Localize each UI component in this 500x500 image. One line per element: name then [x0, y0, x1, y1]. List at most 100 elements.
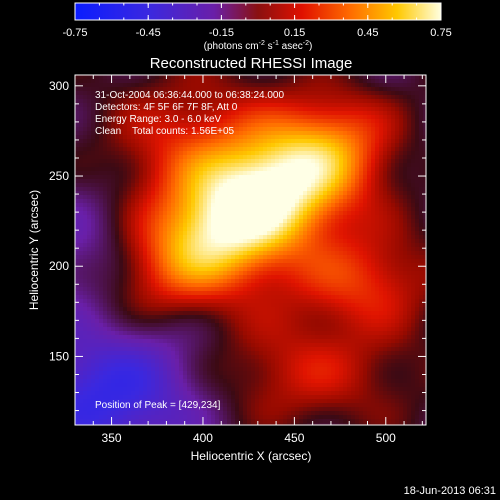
heatmap-cell	[299, 91, 304, 96]
heatmap-cell	[275, 103, 280, 108]
heatmap-cell	[283, 107, 288, 112]
heatmap-cell	[119, 323, 124, 328]
heatmap-cell	[283, 95, 288, 100]
heatmap-cell	[167, 195, 172, 200]
heatmap-cell	[115, 187, 120, 192]
heatmap-cell	[275, 299, 280, 304]
heatmap-cell	[243, 387, 248, 392]
heatmap-cell	[179, 171, 184, 176]
heatmap-cell	[295, 235, 300, 240]
heatmap-cell	[159, 107, 164, 112]
heatmap-cell	[107, 411, 112, 416]
heatmap-cell	[259, 371, 264, 376]
heatmap-cell	[119, 207, 124, 212]
heatmap-cell	[219, 199, 224, 204]
heatmap-cell	[95, 315, 100, 320]
heatmap-cell	[259, 287, 264, 292]
heatmap-cell	[235, 235, 240, 240]
heatmap-cell	[155, 175, 160, 180]
heatmap-cell	[143, 155, 148, 160]
heatmap-cell	[287, 283, 292, 288]
heatmap-cell	[115, 79, 120, 84]
heatmap-cell	[191, 307, 196, 312]
heatmap-cell	[247, 247, 252, 252]
heatmap-cell	[95, 335, 100, 340]
heatmap-cell	[83, 235, 88, 240]
heatmap-cell	[287, 363, 292, 368]
heatmap-cell	[99, 87, 104, 92]
heatmap-cell	[275, 79, 280, 84]
heatmap-cell	[171, 167, 176, 172]
heatmap-cell	[231, 275, 236, 280]
heatmap-cell	[207, 263, 212, 268]
heatmap-cell	[271, 191, 276, 196]
heatmap-cell	[147, 311, 152, 316]
heatmap-cell	[291, 107, 296, 112]
heatmap-cell	[127, 191, 132, 196]
heatmap-cell	[227, 235, 232, 240]
heatmap-cell	[139, 131, 144, 136]
heatmap-cell	[207, 255, 212, 260]
heatmap-cell	[123, 223, 128, 228]
heatmap-cell	[243, 239, 248, 244]
heatmap-cell	[215, 103, 220, 108]
heatmap-cell	[223, 387, 228, 392]
heatmap-cell	[179, 403, 184, 408]
heatmap-cell	[111, 127, 116, 132]
heatmap-cell	[207, 143, 212, 148]
heatmap-cell	[91, 251, 96, 256]
heatmap-cell	[83, 187, 88, 192]
heatmap-cell	[167, 319, 172, 324]
heatmap-cell	[135, 203, 140, 208]
heatmap-cell	[263, 115, 268, 120]
heatmap-cell	[123, 279, 128, 284]
heatmap-cell	[139, 91, 144, 96]
heatmap-cell	[119, 255, 124, 260]
heatmap-cell	[95, 287, 100, 292]
heatmap-cell	[139, 395, 144, 400]
heatmap-cell	[115, 331, 120, 336]
heatmap-cell	[147, 239, 152, 244]
heatmap-cell	[263, 139, 268, 144]
heatmap-cell	[107, 207, 112, 212]
heatmap-cell	[291, 91, 296, 96]
heatmap-cell	[171, 199, 176, 204]
heatmap-cell	[271, 295, 276, 300]
heatmap-cell	[183, 91, 188, 96]
heatmap-cell	[79, 251, 84, 256]
heatmap-cell	[187, 219, 192, 224]
heatmap-cell	[131, 339, 136, 344]
heatmap-cell	[127, 299, 132, 304]
heatmap-cell	[111, 99, 116, 104]
heatmap-cell	[159, 343, 164, 348]
heatmap-cell	[271, 259, 276, 264]
heatmap-cell	[131, 115, 136, 120]
heatmap-cell	[151, 187, 156, 192]
heatmap-cell	[231, 79, 236, 84]
heatmap-cell	[159, 407, 164, 412]
heatmap-cell	[295, 379, 300, 384]
heatmap-cell	[187, 207, 192, 212]
heatmap-cell	[247, 343, 252, 348]
heatmap-cell	[135, 391, 140, 396]
heatmap-cell	[79, 159, 84, 164]
heatmap-cell	[271, 391, 276, 396]
heatmap-cell	[203, 351, 208, 356]
heatmap-cell	[115, 235, 120, 240]
heatmap-cell	[79, 271, 84, 276]
heatmap-cell	[87, 115, 92, 120]
heatmap-cell	[115, 135, 120, 140]
heatmap-cell	[275, 403, 280, 408]
heatmap-cell	[79, 379, 84, 384]
heatmap-cell	[247, 335, 252, 340]
heatmap-cell	[139, 399, 144, 404]
heatmap-cell	[139, 367, 144, 372]
heatmap-cell	[267, 331, 272, 336]
heatmap-cell	[103, 99, 108, 104]
heatmap-cell	[271, 175, 276, 180]
heatmap-cell	[243, 187, 248, 192]
heatmap-cell	[235, 335, 240, 340]
heatmap-cell	[183, 211, 188, 216]
heatmap-cell	[99, 319, 104, 324]
heatmap-cell	[103, 303, 108, 308]
